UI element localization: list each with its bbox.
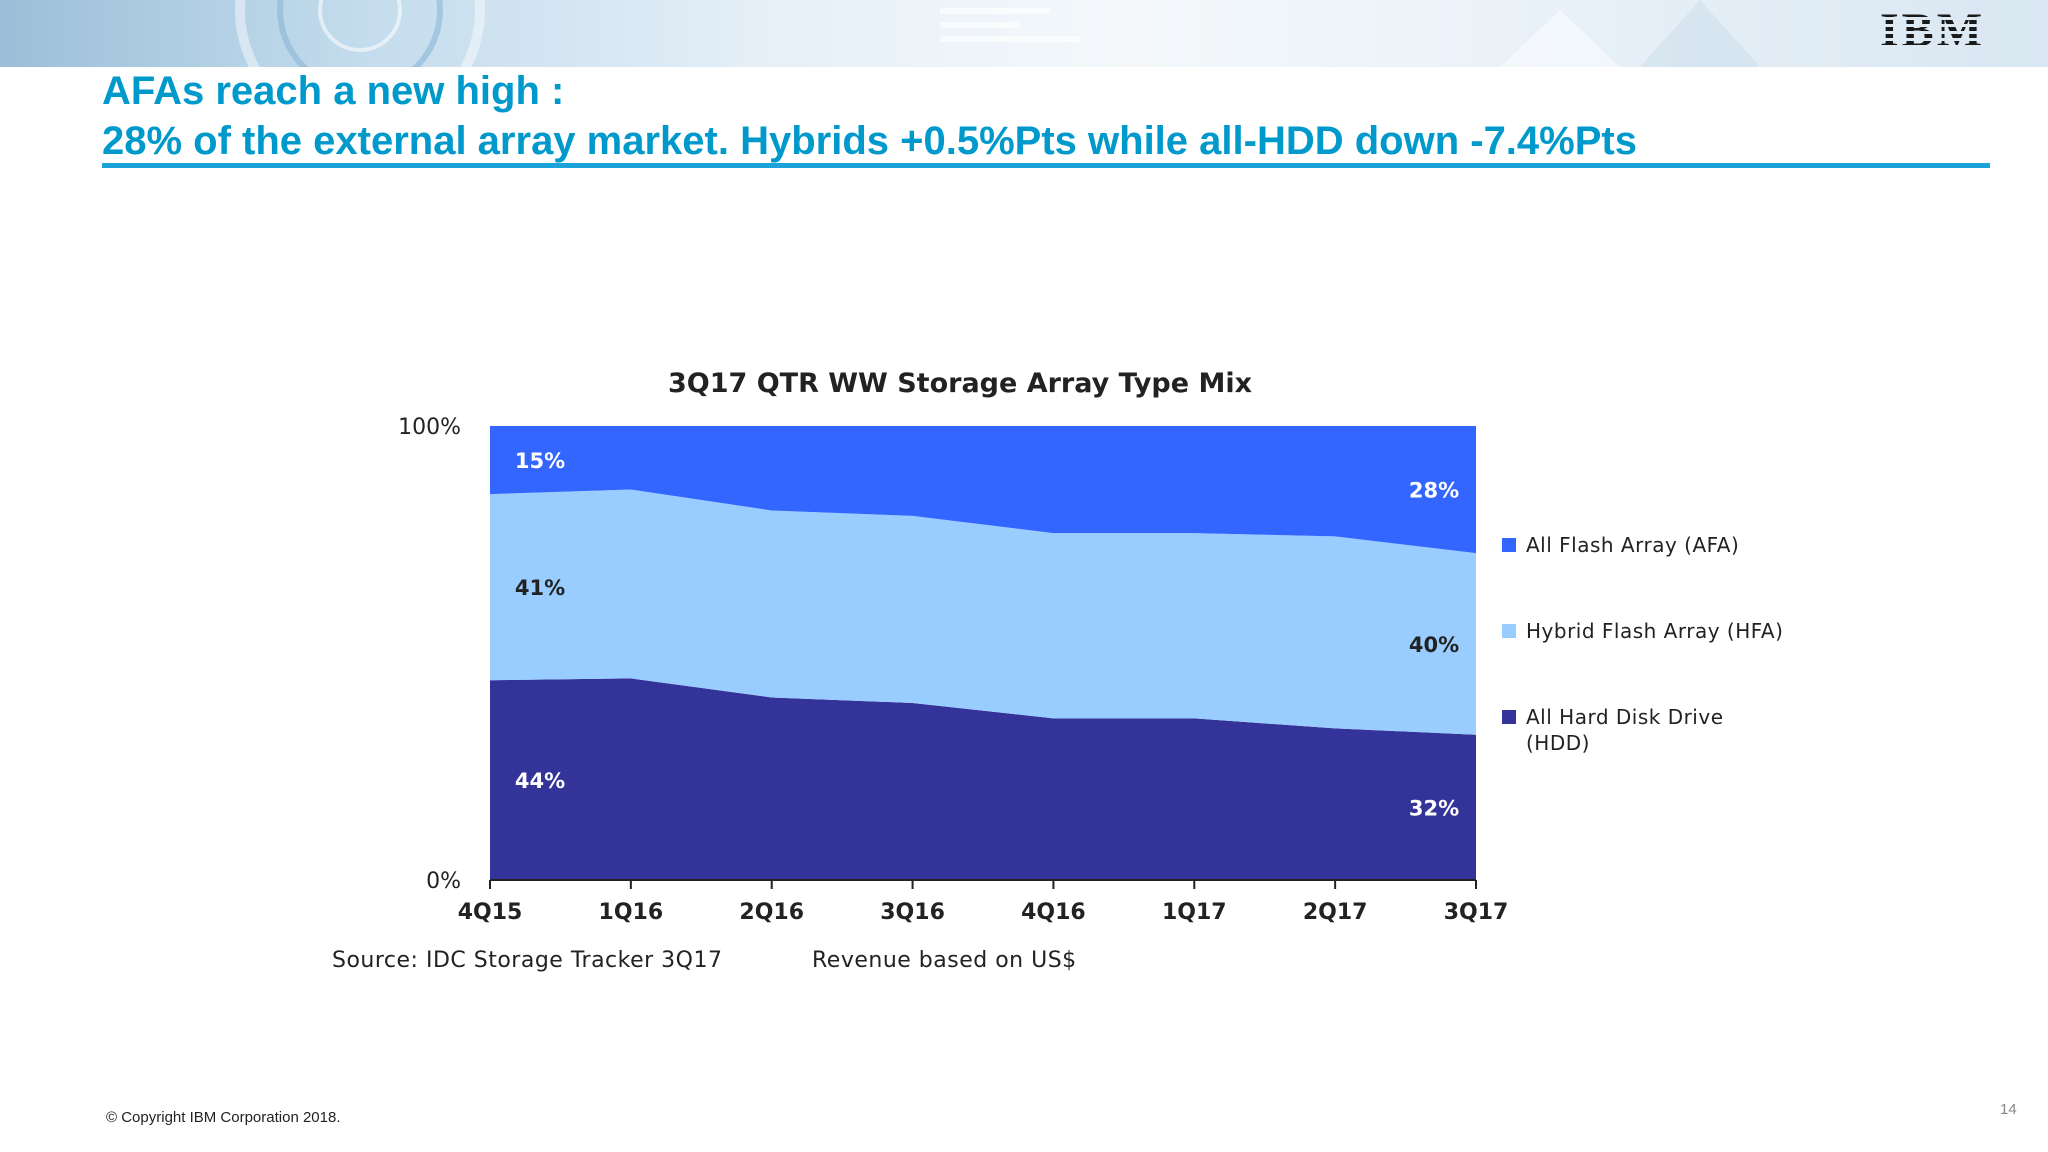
y-tick-label: 100% <box>398 415 461 440</box>
data-label: 15% <box>515 449 565 473</box>
chart-data-labels: 15% 41% 44% 28% 40% 32% <box>515 449 1459 820</box>
legend-label-hdd: All Hard Disk Drive (HDD) <box>1526 705 1724 755</box>
legend-label-hfa: Hybrid Flash Array (HFA) <box>1526 619 1784 643</box>
x-tick-label: 3Q16 <box>880 900 945 925</box>
revenue-note: Revenue based on US$ <box>812 948 1077 973</box>
legend-label-afa: All Flash Array (AFA) <box>1526 533 1740 557</box>
data-label: 40% <box>1409 633 1459 657</box>
source-note: Source: IDC Storage Tracker 3Q17 <box>332 948 723 973</box>
legend-swatch-hfa <box>1502 624 1516 638</box>
legend-swatch-afa <box>1502 538 1516 552</box>
data-label: 32% <box>1409 796 1459 820</box>
chart-title: 3Q17 QTR WW Storage Array Type Mix <box>668 368 1252 399</box>
legend-swatch-hdd <box>1502 710 1516 724</box>
x-tick-label: 1Q17 <box>1162 900 1227 925</box>
data-label: 41% <box>515 576 565 600</box>
area-series-all-flash-array-afa <box>490 426 1476 554</box>
banner-decoration <box>235 0 1760 67</box>
x-tick-label: 3Q17 <box>1444 900 1509 925</box>
chart-areas <box>490 426 1476 880</box>
x-tick-label: 1Q16 <box>599 900 664 925</box>
ibm-logo: IBM <box>1880 6 2030 56</box>
x-tick-label: 4Q16 <box>1021 900 1086 925</box>
x-tick-label: 2Q17 <box>1303 900 1368 925</box>
legend-item-afa: All Flash Array (AFA) <box>1502 532 1786 558</box>
title-line-1: AFAs reach a new high : <box>102 69 565 113</box>
header-banner: IBM <box>0 0 2048 67</box>
data-label: 28% <box>1409 479 1459 503</box>
legend-item-hdd: All Hard Disk Drive (HDD) <box>1502 704 1786 756</box>
data-label: 44% <box>515 769 565 793</box>
page-number: 14 <box>2000 1101 2017 1118</box>
area-series-all-hard-disk-drive-hdd <box>490 678 1476 880</box>
legend-item-hfa: Hybrid Flash Array (HFA) <box>1502 618 1786 644</box>
chart-axes: 4Q15 1Q16 2Q16 3Q16 4Q16 1Q17 2Q17 3Q17 0% 100% <box>398 415 1508 925</box>
title-line-2: 28% of the external array market. Hybrid… <box>102 119 1637 163</box>
x-tick-label: 4Q15 <box>458 900 523 925</box>
slide-title: AFAs reach a new high : 28% of the exter… <box>102 66 1982 166</box>
area-series-hybrid-flash-array-hfa <box>490 489 1476 735</box>
copyright-text: © Copyright IBM Corporation 2018. <box>106 1109 341 1126</box>
y-tick-label: 0% <box>426 869 461 894</box>
title-underline <box>102 163 1990 168</box>
x-tick-label: 2Q16 <box>739 900 804 925</box>
